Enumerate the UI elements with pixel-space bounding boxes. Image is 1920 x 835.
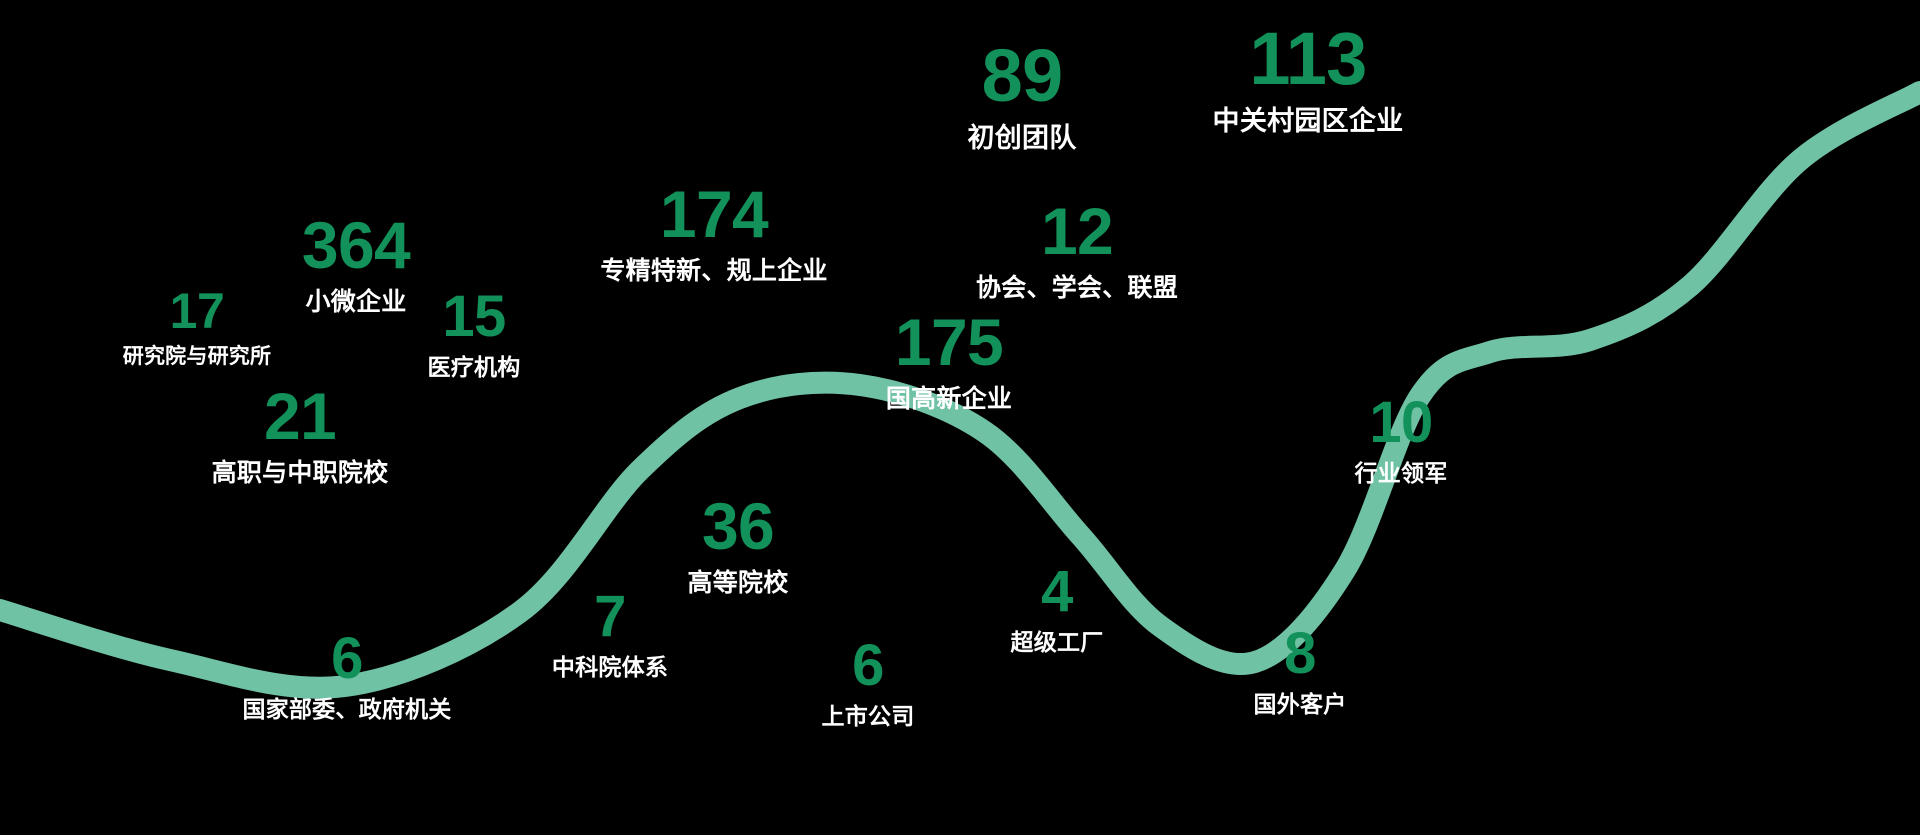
stat-label: 高职与中职院校 xyxy=(211,458,389,487)
stat-label: 国高新企业 xyxy=(885,384,1013,413)
stat-item: 6 上市公司 xyxy=(821,633,915,730)
stat-label: 医疗机构 xyxy=(427,354,521,381)
stat-item: 15 医疗机构 xyxy=(427,284,521,381)
stat-value: 36 xyxy=(701,489,775,563)
stat-value: 6 xyxy=(852,633,884,698)
stat-item: 10 行业领军 xyxy=(1354,390,1448,487)
stat-value: 6 xyxy=(331,626,363,691)
stat-item: 174 专精特新、规上企业 xyxy=(600,177,828,285)
stat-label: 专精特新、规上企业 xyxy=(600,256,828,285)
stat-item: 4 超级工厂 xyxy=(1010,559,1104,656)
stat-label: 小微企业 xyxy=(305,287,407,316)
stat-item: 89 初创团队 xyxy=(967,34,1077,154)
stat-value: 7 xyxy=(594,584,626,649)
stat-item: 36 高等院校 xyxy=(687,489,789,597)
stat-value: 12 xyxy=(1040,194,1114,268)
stat-label: 行业领军 xyxy=(1354,460,1448,487)
stat-value: 10 xyxy=(1369,390,1433,455)
stat-value: 113 xyxy=(1249,17,1367,100)
stat-item: 7 中科院体系 xyxy=(551,584,669,681)
stat-item: 6 国家部委、政府机关 xyxy=(242,626,452,723)
stat-value: 364 xyxy=(301,208,411,282)
stat-item: 364 小微企业 xyxy=(301,208,411,316)
stat-label: 国家部委、政府机关 xyxy=(242,696,452,723)
stat-label: 协会、学会、联盟 xyxy=(975,273,1179,302)
stat-value: 4 xyxy=(1041,559,1073,624)
stat-item: 17 研究院与研究所 xyxy=(122,283,272,369)
stat-value: 15 xyxy=(442,284,506,349)
stat-label: 上市公司 xyxy=(821,703,915,730)
stat-item: 175 国高新企业 xyxy=(885,305,1013,413)
stat-value: 174 xyxy=(659,177,769,251)
stat-label: 中关村园区企业 xyxy=(1212,106,1404,137)
stat-label: 研究院与研究所 xyxy=(122,344,272,368)
stat-value: 21 xyxy=(263,379,337,453)
stat-label: 初创团队 xyxy=(967,123,1077,154)
stat-value: 8 xyxy=(1284,621,1316,686)
stat-item: 113 中关村园区企业 xyxy=(1212,17,1404,137)
stat-item: 8 国外客户 xyxy=(1253,621,1347,718)
stat-item: 12 协会、学会、联盟 xyxy=(975,194,1179,302)
stat-label: 高等院校 xyxy=(687,568,789,597)
stat-label: 超级工厂 xyxy=(1010,629,1104,656)
stat-value: 89 xyxy=(981,34,1064,117)
stat-label: 中科院体系 xyxy=(551,654,669,681)
stat-item: 21 高职与中职院校 xyxy=(211,379,389,487)
stat-value: 17 xyxy=(169,283,225,339)
stat-value: 175 xyxy=(894,305,1004,379)
stat-label: 国外客户 xyxy=(1253,691,1347,718)
